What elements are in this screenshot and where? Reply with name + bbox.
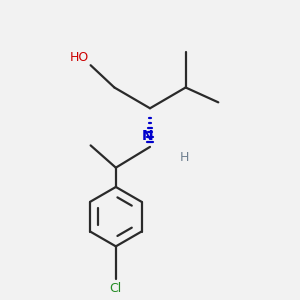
Text: HO: HO xyxy=(70,51,89,64)
Text: H: H xyxy=(180,151,189,164)
Text: N: N xyxy=(142,129,153,143)
Text: Cl: Cl xyxy=(110,282,122,295)
